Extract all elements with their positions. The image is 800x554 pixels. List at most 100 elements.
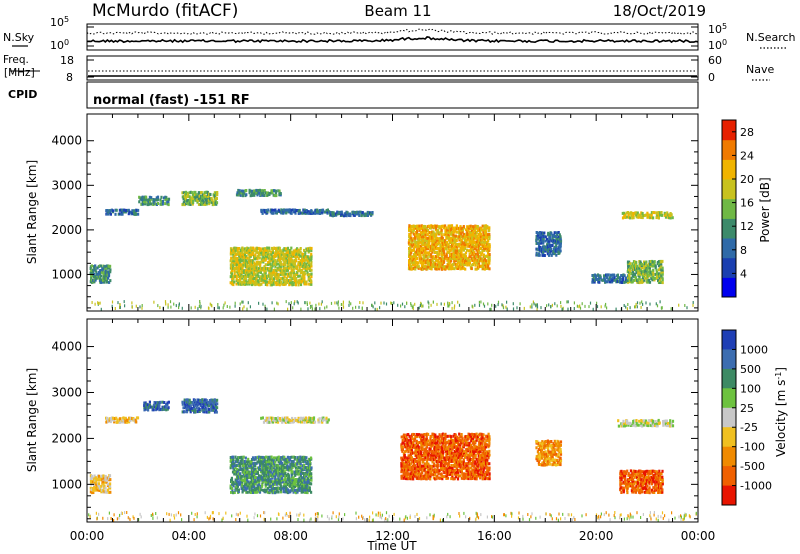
power-cell-4 xyxy=(298,281,301,285)
velocity-cell-0 xyxy=(93,483,96,486)
velocity-cell-3 xyxy=(208,402,212,406)
power-cell-10 xyxy=(607,273,610,277)
power-ground-cell xyxy=(584,304,586,308)
velocity-cell-2 xyxy=(152,408,155,412)
power-cell-4 xyxy=(304,255,307,258)
velocity-cell-5 xyxy=(291,416,294,420)
power-cell-8 xyxy=(442,257,445,261)
velocity-cell-4 xyxy=(254,470,257,474)
power-cell-12 xyxy=(648,266,651,270)
power-cell-8 xyxy=(454,265,457,269)
velocity-cell-4 xyxy=(254,468,257,471)
power-cell-0 xyxy=(100,274,103,278)
velocity-cell-6 xyxy=(403,445,406,449)
power-cell-4 xyxy=(306,257,309,261)
velocity-cell-2 xyxy=(155,403,158,407)
power-cell-8 xyxy=(477,261,480,265)
velocity-cell-3 xyxy=(202,402,205,406)
velocity-cell-4 xyxy=(289,468,292,472)
power-cell-8 xyxy=(445,231,448,235)
power-cell-12 xyxy=(638,266,641,270)
velocity-cell-4 xyxy=(263,456,266,460)
power-cell-9 xyxy=(549,237,552,241)
power-cell-8 xyxy=(435,224,439,228)
velocity-cell-4 xyxy=(304,484,307,488)
velocity-cell-4 xyxy=(303,463,306,467)
power-cell-11 xyxy=(634,211,637,215)
power-cell-12 xyxy=(660,262,663,266)
velocity-cell-1 xyxy=(116,418,119,422)
power-cell-6 xyxy=(283,208,286,212)
power-ground-cell xyxy=(411,305,413,309)
velocity-cell-4 xyxy=(306,476,310,480)
power-cell-9 xyxy=(542,235,545,238)
power-cell-4 xyxy=(239,256,242,260)
velocity-cell-5 xyxy=(303,420,306,424)
power-cell-8 xyxy=(449,227,452,231)
power-cell-8 xyxy=(450,243,454,247)
velocity-cell-4 xyxy=(250,472,253,476)
velocity-cell-4 xyxy=(241,480,244,484)
velocity-cell-3 xyxy=(213,398,216,402)
power-cell-8 xyxy=(459,227,462,231)
power-ground-cell xyxy=(636,305,638,309)
power-cell-9 xyxy=(558,237,561,241)
power-cell-2 xyxy=(148,202,152,206)
power-cell-5 xyxy=(243,191,246,195)
power-cell-5 xyxy=(235,193,239,197)
velocity-cell-4 xyxy=(278,480,281,484)
power-cell-8 xyxy=(440,255,444,259)
power-colorbar-frame xyxy=(721,119,737,298)
power-cell-8 xyxy=(440,265,443,269)
velocity-cell-4 xyxy=(288,478,291,482)
power-cell-12 xyxy=(627,270,631,274)
power-cell-1 xyxy=(108,211,111,215)
power-cell-8 xyxy=(421,233,424,237)
power-cell-0 xyxy=(97,265,100,269)
power-cell-8 xyxy=(439,243,442,247)
power-cell-8 xyxy=(457,259,460,263)
power-cell-8 xyxy=(475,235,478,238)
power-ground-cell xyxy=(482,302,485,306)
velocity-cell-3 xyxy=(216,402,219,406)
power-cell-4 xyxy=(241,246,244,250)
power-cell-8 xyxy=(478,230,482,234)
power-ground-cell xyxy=(419,304,421,308)
power-cell-10 xyxy=(622,278,625,282)
power-cell-8 xyxy=(461,226,464,230)
power-ground-cell xyxy=(309,301,311,305)
power-cell-4 xyxy=(242,278,245,282)
power-ground-cell xyxy=(342,305,345,309)
power-cell-4 xyxy=(256,256,259,260)
power-cell-1 xyxy=(121,212,124,216)
power-cell-12 xyxy=(629,268,632,272)
power-cell-8 xyxy=(416,263,419,267)
power-cell-1 xyxy=(127,208,130,212)
velocity-cell-0 xyxy=(93,487,96,490)
power-cell-8 xyxy=(477,241,480,245)
power-cell-8 xyxy=(450,224,454,228)
power-cell-8 xyxy=(426,265,429,269)
power-cell-8 xyxy=(446,228,449,232)
power-ground-cell xyxy=(497,303,499,307)
power-cell-4 xyxy=(308,266,312,270)
power-cell-3 xyxy=(204,203,207,206)
velocity-cell-4 xyxy=(289,464,292,468)
power-cell-12 xyxy=(627,274,630,278)
power-cell-12 xyxy=(660,280,663,284)
power-cell-8 xyxy=(410,264,413,268)
power-cell-4 xyxy=(231,281,234,285)
power-cell-4 xyxy=(251,251,254,254)
power-cell-9 xyxy=(544,245,547,249)
power-cell-7 xyxy=(355,210,358,214)
power-cell-8 xyxy=(424,225,427,228)
power-cell-8 xyxy=(455,239,458,242)
power-ground-cell xyxy=(348,303,350,307)
power-cell-8 xyxy=(423,232,426,236)
velocity-cell-6 xyxy=(407,466,410,470)
power-cell-8 xyxy=(430,259,433,262)
power-cell-4 xyxy=(263,265,266,269)
power-cell-4 xyxy=(262,274,265,278)
velocity-cell-4 xyxy=(298,486,301,490)
power-cell-4 xyxy=(232,267,235,270)
